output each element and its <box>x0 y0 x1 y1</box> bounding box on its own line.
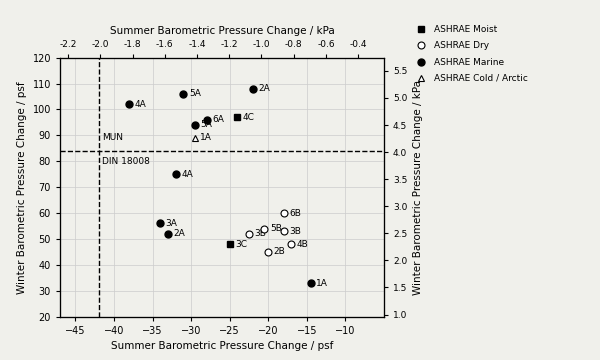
Text: 5A: 5A <box>200 121 212 130</box>
Text: 1A: 1A <box>200 134 212 143</box>
Text: 4A: 4A <box>135 100 146 109</box>
Text: 4B: 4B <box>297 240 308 249</box>
Text: 1A: 1A <box>316 279 328 288</box>
Text: 6A: 6A <box>212 115 224 124</box>
Y-axis label: Winter Barometric Pressure Change / kPa: Winter Barometric Pressure Change / kPa <box>413 80 423 295</box>
Legend: ASHRAE Moist, ASHRAE Dry, ASHRAE Marine, ASHRAE Cold / Arctic: ASHRAE Moist, ASHRAE Dry, ASHRAE Marine,… <box>410 23 530 86</box>
Text: 5A: 5A <box>189 89 201 98</box>
X-axis label: Summer Barometric Pressure Change / kPa: Summer Barometric Pressure Change / kPa <box>110 26 334 36</box>
Text: 3C: 3C <box>235 240 247 249</box>
Text: 2A: 2A <box>258 84 270 93</box>
Text: 2B: 2B <box>274 248 286 256</box>
Text: 6B: 6B <box>289 209 301 217</box>
Text: 4C: 4C <box>243 113 255 122</box>
Text: 3B: 3B <box>254 229 266 238</box>
X-axis label: Summer Barometric Pressure Change / psf: Summer Barometric Pressure Change / psf <box>111 341 333 351</box>
Text: 2A: 2A <box>173 229 185 238</box>
Text: 4A: 4A <box>181 170 193 179</box>
Text: 3B: 3B <box>289 227 301 236</box>
Text: 5B: 5B <box>270 224 282 233</box>
Text: MUN: MUN <box>103 134 124 143</box>
Text: DIN 18008: DIN 18008 <box>103 157 151 166</box>
Y-axis label: Winter Barometric Pressure Change / psf: Winter Barometric Pressure Change / psf <box>17 81 27 293</box>
Text: 3A: 3A <box>166 219 178 228</box>
